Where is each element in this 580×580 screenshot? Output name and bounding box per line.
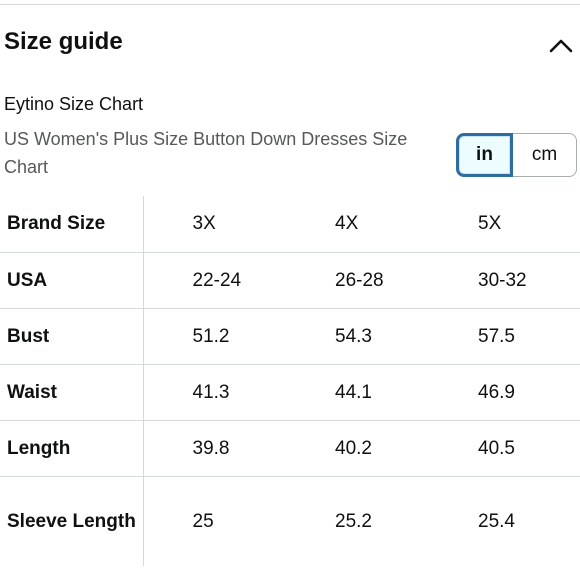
chart-name: Eytino Size Chart xyxy=(4,94,144,114)
size-guide-title: Size guide xyxy=(4,28,123,55)
size-table: Brand Size 3X 4X 5X USA 22-24 26-28 30-3… xyxy=(0,196,580,566)
unit-toggle: in cm xyxy=(456,133,577,177)
unit-cm-button[interactable]: cm xyxy=(513,133,577,177)
table-cell: 44.1 xyxy=(286,364,429,421)
table-cell: 51.2 xyxy=(143,308,286,365)
table-cell: 25.4 xyxy=(478,510,515,532)
row-label-usa: USA xyxy=(0,252,144,309)
table-row: Brand Size 3X 4X 5X xyxy=(0,196,580,253)
table-cell: 40.2 xyxy=(286,420,429,477)
table-cell: 22-24 xyxy=(143,252,286,309)
table-cell: 4X xyxy=(286,196,429,253)
table-row: USA 22-24 26-28 30-32 xyxy=(0,252,580,309)
table-cell: 57.5 xyxy=(429,308,580,365)
table-cell: 3X xyxy=(143,196,286,253)
table-cell: 5X xyxy=(429,196,580,253)
table-row: Waist 41.3 44.1 46.9 xyxy=(0,364,580,421)
row-label-length: Length xyxy=(0,420,144,477)
table-cell: 26-28 xyxy=(286,252,429,309)
row-label-sleeve-length: Sleeve Length xyxy=(0,476,144,566)
row-label-brand-size: Brand Size xyxy=(0,196,144,253)
table-cell: 40.5 xyxy=(429,420,580,477)
size-guide-header[interactable]: Size guide xyxy=(4,26,576,62)
collapse-toggle-button[interactable] xyxy=(546,30,576,60)
chart-subtitle: US Women's Plus Size Button Down Dresses… xyxy=(4,129,408,177)
chevron-up-icon xyxy=(549,39,573,53)
row-label-waist: Waist xyxy=(0,364,144,421)
table-cell: 41.3 xyxy=(143,364,286,421)
table-cell: 25.2 xyxy=(335,510,372,532)
top-divider xyxy=(0,4,580,5)
unit-in-button[interactable]: in xyxy=(456,133,513,177)
row-label-bust: Bust xyxy=(0,308,144,365)
table-cell: 39.8 xyxy=(143,420,286,477)
table-row: Bust 51.2 54.3 57.5 xyxy=(0,308,580,365)
table-cell: 25 xyxy=(192,510,214,532)
table-row: Length 39.8 40.2 40.5 xyxy=(0,420,580,477)
table-cell: 46.9 xyxy=(429,364,580,421)
table-cell: 30-32 xyxy=(429,252,580,309)
table-cell: 54.3 xyxy=(286,308,429,365)
table-row: Sleeve Length 25 25.2 25.4 xyxy=(0,476,580,566)
